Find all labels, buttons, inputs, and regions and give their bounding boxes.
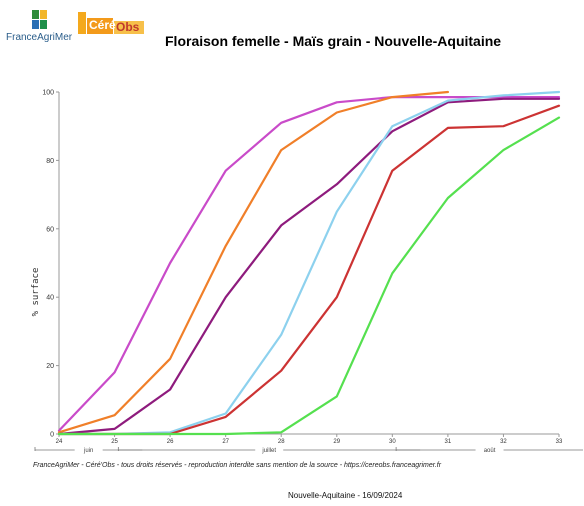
series-line-5: [57, 104, 561, 436]
flowering-chart: 0 20 40 60 80 100 24 25 26 27 28 29 30 31 32 33 juin juil…: [31, 90, 583, 454]
month-label: juillet: [261, 448, 276, 454]
x-tick-label: 26: [167, 439, 174, 445]
x-tick-label: 28: [278, 439, 285, 445]
cereobs-logo-text-obs: Obs: [116, 20, 140, 34]
x-tick-label: 30: [389, 439, 396, 445]
month-label-bg: [475, 446, 504, 453]
y-tick-label: 100: [42, 90, 54, 97]
franceagrimer-mark-icon: [32, 10, 48, 30]
x-tick-label: 33: [556, 439, 563, 445]
chart-axes: 0 20 40 60 80 100 24 25 26 27 28 29 30 31 32 33 juin juil…: [34, 90, 583, 454]
series-line-1: [57, 96, 561, 432]
month-label-bg: [255, 446, 284, 453]
copyright-footer: FranceAgriMer - Céré'Obs - tous droits r…: [33, 462, 442, 469]
series-line-6: [57, 116, 561, 436]
page-title: Floraison femelle - Maïs grain - Nouvell…: [165, 33, 502, 49]
series-line-3: [57, 97, 561, 436]
x-tick-label: 31: [445, 439, 452, 445]
chart-caption: Nouvelle-Aquitaine - 16/09/2024: [288, 491, 403, 500]
cereobs-logo: Céré Obs: [78, 12, 148, 36]
y-tick-label: 60: [46, 226, 54, 233]
y-tick-label: 80: [46, 158, 54, 165]
chart-series: [57, 90, 561, 436]
x-tick-label: 24: [56, 439, 63, 445]
y-tick-label: 20: [46, 363, 54, 370]
month-label: juin: [83, 448, 93, 454]
y-axis-label: % surface: [31, 268, 41, 317]
x-tick-label: 25: [111, 439, 118, 445]
cereobs-logo-text-cere: Céré: [89, 18, 116, 32]
x-tick-label: 29: [333, 439, 340, 445]
header: FranceAgriMer Céré Obs Floraison femelle…: [0, 0, 584, 60]
y-tick-label: 40: [46, 295, 54, 302]
month-label-bg: [74, 446, 103, 453]
franceagrimer-logo: FranceAgriMer: [6, 10, 96, 44]
series-line-2: [57, 90, 449, 434]
x-tick-label: 32: [500, 439, 507, 445]
y-tick-label: 0: [50, 432, 54, 439]
series-line-4: [57, 90, 561, 436]
month-label: août: [484, 448, 496, 454]
x-tick-label: 27: [222, 439, 229, 445]
franceagrimer-logo-text: FranceAgriMer: [6, 32, 73, 43]
